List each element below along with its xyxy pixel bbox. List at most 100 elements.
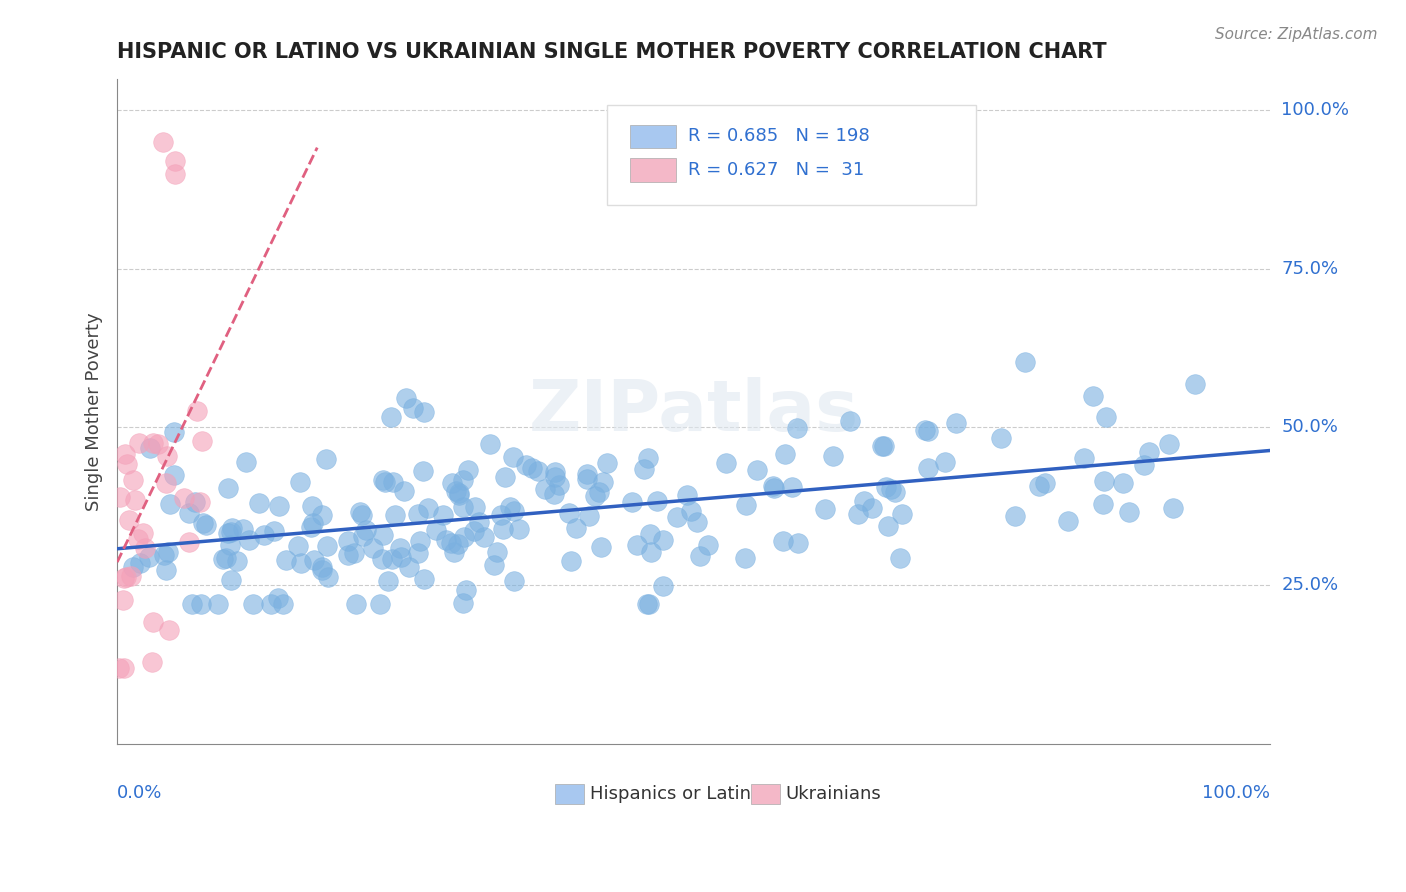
Point (576, 467, 599, 481)
Bar (555, 784, 583, 804)
Point (508, 523, 530, 537)
Point (142, 615, 165, 629)
Point (1094, 410, 1116, 425)
Point (373, 473, 395, 487)
Point (115, 570, 138, 584)
Point (124, 492, 146, 507)
Point (444, 483, 467, 498)
Point (381, 552, 404, 566)
Point (219, 574, 242, 588)
Point (875, 480, 897, 494)
Point (274, 552, 297, 566)
FancyBboxPatch shape (607, 105, 976, 205)
Point (1112, 476, 1135, 491)
Text: R = 0.627   N =  31: R = 0.627 N = 31 (688, 161, 865, 178)
Point (184, 494, 207, 508)
Point (409, 533, 432, 548)
Point (132, 526, 155, 541)
Point (544, 469, 567, 483)
Point (235, 455, 257, 469)
Point (1118, 505, 1140, 519)
Point (350, 508, 373, 523)
Bar (751, 784, 780, 804)
Point (489, 508, 512, 523)
Point (620, 495, 643, 509)
Point (1004, 509, 1026, 524)
Point (451, 595, 474, 609)
Point (127, 532, 149, 546)
Point (267, 499, 290, 513)
Point (1161, 501, 1184, 516)
Point (195, 518, 218, 533)
Point (640, 545, 662, 559)
Point (890, 507, 912, 521)
Point (402, 401, 425, 416)
Point (457, 463, 479, 477)
Point (652, 533, 675, 547)
Point (219, 538, 242, 552)
Text: 75.0%: 75.0% (1281, 260, 1339, 277)
Text: Hispanics or Latinos: Hispanics or Latinos (589, 785, 770, 803)
Point (434, 533, 457, 548)
Point (177, 506, 200, 520)
Point (370, 551, 392, 566)
Text: 100.0%: 100.0% (1202, 784, 1270, 802)
Point (181, 598, 204, 612)
Point (173, 491, 195, 505)
Point (157, 624, 180, 638)
Point (253, 528, 276, 542)
Point (689, 549, 711, 563)
Point (870, 439, 893, 453)
Point (775, 447, 797, 461)
Point (214, 551, 236, 566)
Point (839, 414, 862, 428)
Point (1137, 444, 1160, 458)
Point (666, 509, 689, 524)
Point (520, 461, 543, 475)
Point (879, 482, 901, 496)
Point (159, 497, 181, 511)
Point (472, 529, 495, 543)
Point (714, 456, 737, 470)
Point (311, 508, 333, 523)
Point (1083, 389, 1105, 403)
Point (398, 560, 420, 574)
Point (259, 598, 281, 612)
Point (370, 598, 392, 612)
Point (315, 452, 337, 467)
Point (447, 537, 470, 551)
Point (413, 572, 436, 586)
Point (217, 525, 239, 540)
Point (221, 525, 243, 540)
Bar (630, 159, 676, 182)
Point (877, 519, 900, 533)
Point (860, 500, 883, 515)
Point (498, 500, 520, 514)
Point (1073, 450, 1095, 465)
Point (647, 493, 669, 508)
Point (762, 482, 785, 496)
Y-axis label: Single Mother Poverty: Single Mother Poverty (86, 312, 103, 510)
Point (762, 478, 785, 492)
Point (316, 570, 339, 584)
Text: HISPANIC OR LATINO VS UKRAINIAN SINGLE MOTHER POVERTY CORRELATION CHART: HISPANIC OR LATINO VS UKRAINIAN SINGLE M… (117, 42, 1107, 62)
Point (299, 519, 322, 533)
Point (453, 500, 475, 514)
Point (191, 434, 214, 449)
Point (503, 503, 526, 517)
Bar (630, 125, 676, 148)
Point (786, 421, 808, 435)
Point (945, 416, 967, 430)
Point (188, 495, 211, 509)
Point (425, 523, 447, 537)
Point (463, 524, 485, 538)
Point (412, 464, 434, 478)
Point (1091, 497, 1114, 511)
Text: R = 0.685   N = 198: R = 0.685 N = 198 (688, 128, 869, 145)
Point (207, 598, 229, 612)
Point (155, 476, 177, 491)
Point (934, 455, 956, 469)
Point (212, 552, 235, 566)
Point (468, 516, 491, 530)
Text: 50.0%: 50.0% (1281, 418, 1339, 436)
